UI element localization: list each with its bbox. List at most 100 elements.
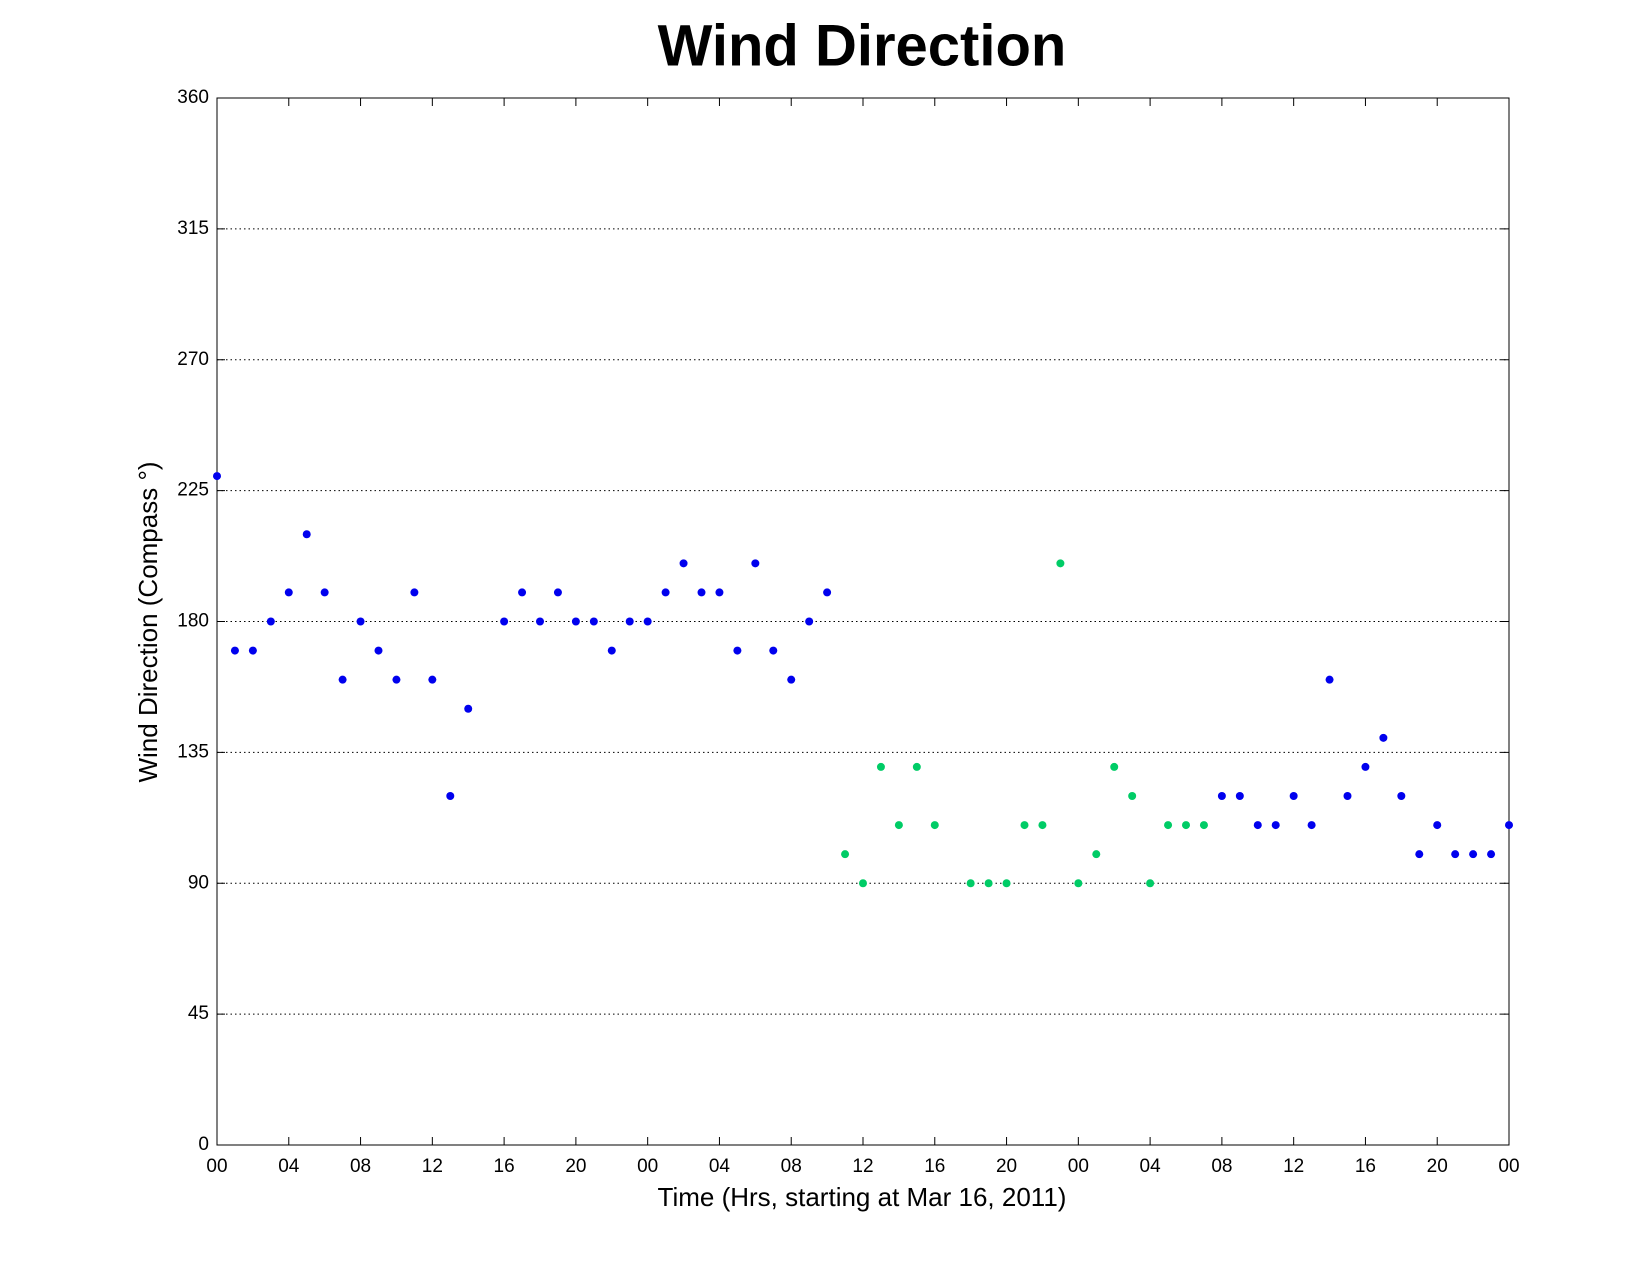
point [1235,792,1244,800]
point [500,617,509,626]
x-tick-label: 16 [924,1156,945,1177]
point [625,617,634,626]
point [715,588,724,597]
point [1487,850,1496,859]
point [1146,879,1155,888]
point [1020,821,1029,830]
y-tick-label: 315 [177,218,209,239]
x-tick-label: 20 [1427,1156,1448,1177]
point [805,617,814,626]
point [392,675,401,684]
point [894,821,903,830]
x-tick-label: 16 [1355,1156,1376,1177]
y-tick-label: 0 [198,1134,209,1155]
point [248,646,257,655]
point [553,588,562,597]
x-tick-label: 20 [996,1156,1017,1177]
point [1343,792,1352,800]
point [571,617,580,626]
point [1056,559,1065,568]
point [984,879,993,888]
point [1253,821,1262,830]
point [1074,879,1083,888]
x-tick-label: 20 [565,1156,586,1177]
point [302,530,311,539]
y-tick-label: 90 [188,872,209,893]
point [1002,879,1011,888]
point [320,588,329,597]
point [876,762,885,771]
x-tick-label: 00 [1498,1156,1519,1177]
x-tick-label: 00 [637,1156,658,1177]
x-tick-label: 08 [781,1156,802,1177]
chart-title: Wind Direction [658,13,1067,78]
y-tick-label: 225 [177,480,209,501]
point [338,675,347,684]
point [266,617,275,626]
y-tick-label: 270 [177,349,209,370]
y-tick-label: 135 [177,741,209,762]
point [1182,821,1190,830]
x-tick-label: 00 [1068,1156,1089,1177]
point [1217,792,1226,800]
plot-frame [216,97,1510,1146]
y-tick-label: 180 [177,611,209,632]
point [1289,792,1298,800]
point [464,704,473,713]
x-tick-label: 12 [852,1156,873,1177]
point [751,559,760,568]
y-tick-label: 360 [177,87,209,108]
point [697,588,706,597]
point [1469,850,1478,859]
point [912,762,921,771]
point [1451,850,1460,859]
point [679,559,688,568]
point [823,588,832,597]
point [733,646,742,655]
y-tick-label: 45 [188,1003,209,1024]
point [356,617,365,626]
x-axis-label: Time (Hrs, starting at Mar 16, 2011) [658,1182,1067,1212]
point [787,675,796,684]
point [1271,821,1280,830]
point [428,675,437,684]
x-tick-label: 12 [1283,1156,1304,1177]
point [1092,850,1101,859]
point [230,646,239,655]
x-tick-label: 04 [278,1156,300,1177]
point [966,879,975,888]
point [1397,792,1406,800]
point [1038,821,1047,830]
point [1164,821,1173,830]
point [1505,821,1513,830]
point [518,588,527,597]
point [1307,821,1316,830]
point [1361,762,1370,771]
point [643,617,652,626]
point [930,821,939,830]
x-tick-label: 04 [1140,1156,1162,1177]
x-tick-label: 12 [422,1156,443,1177]
point [536,617,544,626]
point [374,646,383,655]
point [1433,821,1442,830]
x-tick-label: 08 [1211,1156,1232,1177]
point [769,646,778,655]
point [607,646,616,655]
point [1199,821,1208,830]
point [284,588,293,597]
x-tick-label: 16 [494,1156,515,1177]
point [213,472,221,481]
x-tick-label: 00 [206,1156,227,1177]
point [589,617,598,626]
point [1325,675,1334,684]
point [446,792,455,800]
point [1128,792,1137,800]
point [841,850,850,859]
point [661,588,670,597]
point [859,879,867,888]
y-axis-label: Wind Direction (Compass °) [133,461,163,782]
x-tick-label: 08 [350,1156,371,1177]
